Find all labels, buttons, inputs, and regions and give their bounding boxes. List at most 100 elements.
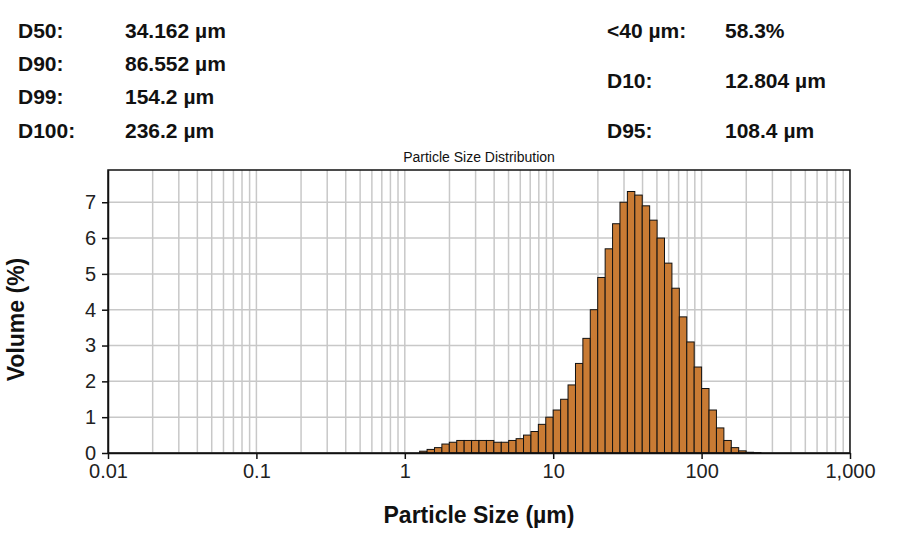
annotation-label: D100: xyxy=(18,119,75,142)
x-minor-grid-line xyxy=(475,170,477,453)
bar xyxy=(590,310,597,453)
bar xyxy=(568,385,575,453)
x-minor-grid-line xyxy=(300,170,302,453)
x-tick: 1 xyxy=(400,453,411,482)
x-minor-grid-line xyxy=(241,170,243,453)
y-tick-mark xyxy=(102,345,108,347)
x-minor-grid-line xyxy=(381,170,383,453)
y-tick-mark xyxy=(102,381,108,383)
plot-area: 0.010.11101001,00001234567 xyxy=(85,170,876,482)
x-minor-grid-line xyxy=(842,170,844,453)
annotation-value: 34.162 µm xyxy=(125,19,226,42)
x-tick-label: 1 xyxy=(400,460,411,482)
bar xyxy=(472,440,479,453)
bar xyxy=(657,238,664,453)
y-tick: 3 xyxy=(85,334,108,356)
annotation-value: 108.4 µm xyxy=(725,119,814,142)
x-minor-grid-line xyxy=(805,170,807,453)
y-tick: 5 xyxy=(85,263,108,285)
bar xyxy=(724,440,731,453)
x-minor-grid-line xyxy=(746,170,748,453)
x-minor-grid-line xyxy=(508,170,510,453)
bar xyxy=(731,448,738,453)
x-minor-grid-line xyxy=(359,170,361,453)
bar xyxy=(449,442,456,453)
annotation-value: 58.3% xyxy=(725,19,785,42)
annotation-label: D99: xyxy=(18,85,64,108)
x-axis: 0.010.11101001,000 xyxy=(89,453,876,482)
bar xyxy=(516,439,523,453)
y-tick-label: 2 xyxy=(85,370,96,392)
y-tick-label: 4 xyxy=(85,299,96,321)
bar xyxy=(627,191,634,453)
y-tick: 0 xyxy=(85,442,108,464)
y-tick-mark xyxy=(102,309,108,311)
bar xyxy=(694,367,701,453)
x-minor-grid-line xyxy=(345,170,347,453)
bar xyxy=(620,202,627,453)
bar xyxy=(434,448,441,453)
bars xyxy=(420,191,761,453)
x-minor-grid-line xyxy=(211,170,213,453)
x-minor-grid-line xyxy=(152,170,154,453)
bar xyxy=(650,220,657,453)
bar xyxy=(546,417,553,453)
bar xyxy=(642,206,649,453)
x-minor-grid-line xyxy=(371,170,373,453)
bar xyxy=(486,440,493,453)
bar xyxy=(494,442,501,453)
y-tick-label: 1 xyxy=(85,406,96,428)
x-tick: 10 xyxy=(543,453,565,482)
x-tick-mark xyxy=(405,453,407,459)
y-tick-label: 3 xyxy=(85,334,96,356)
y-grid-line xyxy=(108,237,850,239)
y-grid-line xyxy=(108,416,850,418)
x-minor-grid-line xyxy=(790,170,792,453)
y-tick-label: 7 xyxy=(85,191,96,213)
x-axis-title: Particle Size (µm) xyxy=(384,502,575,528)
y-grid-line xyxy=(108,309,850,311)
x-tick-mark xyxy=(553,453,555,459)
bar xyxy=(716,428,723,453)
x-minor-grid-line xyxy=(223,170,225,453)
plot-frame xyxy=(108,170,850,453)
grid xyxy=(108,170,850,453)
bar xyxy=(553,410,560,453)
bar xyxy=(509,440,516,453)
bar xyxy=(479,440,486,453)
x-tick: 0.1 xyxy=(243,453,271,482)
bar xyxy=(679,317,686,453)
y-tick: 1 xyxy=(85,406,108,428)
y-tick-label: 5 xyxy=(85,263,96,285)
y-tick-label: 6 xyxy=(85,227,96,249)
chart-title: Particle Size Distribution xyxy=(403,149,555,165)
y-tick-mark xyxy=(102,417,108,419)
y-tick: 6 xyxy=(85,227,108,249)
x-minor-grid-line xyxy=(493,170,495,453)
bar xyxy=(464,440,471,453)
x-grid-line xyxy=(256,170,258,453)
annotation-label: D95: xyxy=(607,119,653,142)
bar xyxy=(531,432,538,453)
x-axis-line xyxy=(109,453,851,455)
annotation-label: D90: xyxy=(18,52,64,75)
y-axis-title: Volume (%) xyxy=(3,258,29,382)
bar xyxy=(702,389,709,453)
y-axis: 0 1 2 3 4 5 6 7 xyxy=(85,171,109,464)
x-tick-mark xyxy=(701,453,703,459)
bar xyxy=(561,399,568,453)
y-axis-line xyxy=(108,171,110,454)
x-minor-grid-line xyxy=(835,170,837,453)
y-tick: 7 xyxy=(85,191,108,213)
y-tick-label: 0 xyxy=(85,442,96,464)
bar xyxy=(598,277,605,453)
x-tick: 1,000 xyxy=(825,453,875,482)
bar xyxy=(664,263,671,453)
x-tick: 100 xyxy=(685,453,718,482)
x-minor-grid-line xyxy=(772,170,774,453)
x-minor-grid-line xyxy=(178,170,180,453)
x-tick-label: 100 xyxy=(685,460,718,482)
y-grid-line xyxy=(108,273,850,275)
x-minor-grid-line xyxy=(390,170,392,453)
y-tick: 2 xyxy=(85,370,108,392)
